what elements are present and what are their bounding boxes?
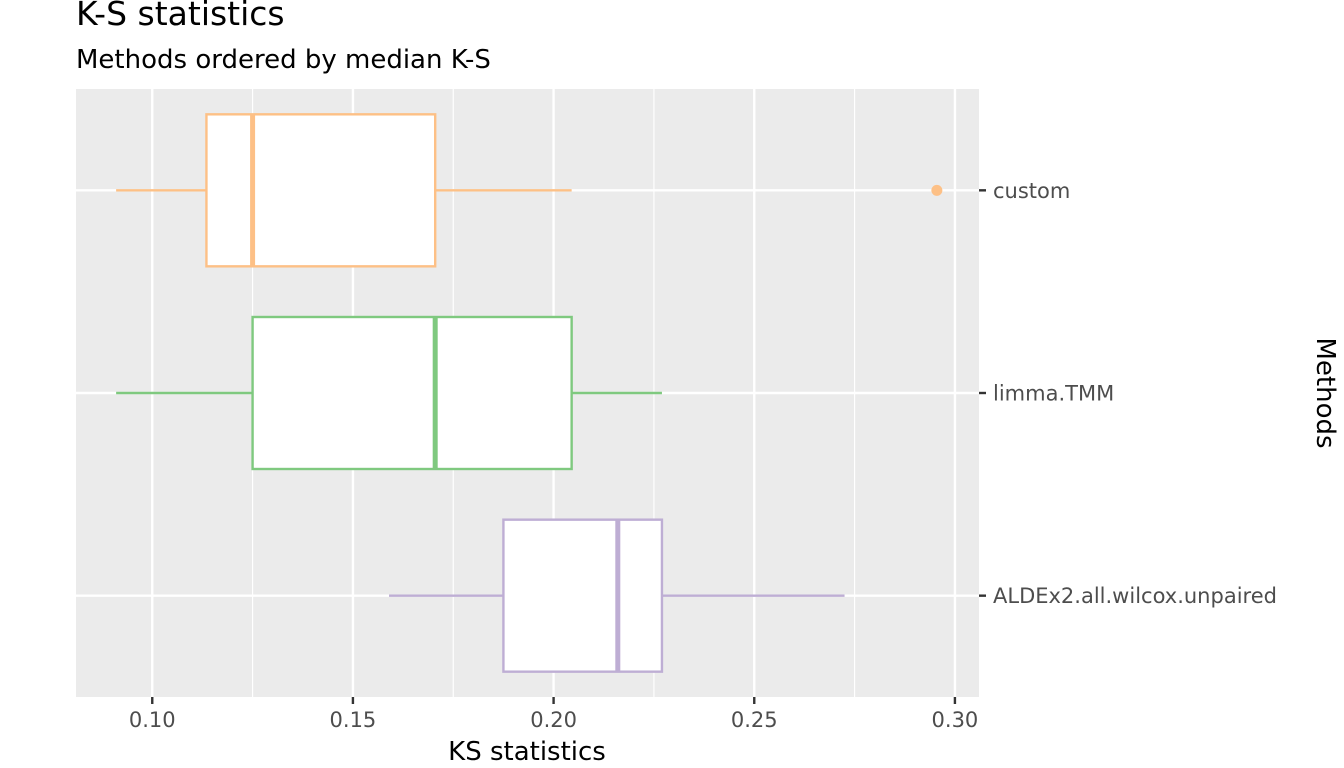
box-body [205,113,437,268]
box-body [251,315,573,471]
axes: 0.10 0.15 0.20 0.25 0.30 custom limma.TMM ALDEx… [129,179,1277,732]
outlier-point [931,184,943,196]
x-tick-label: 0.30 [932,708,979,732]
x-tick-label: 0.10 [129,708,176,732]
y-tick-label: limma.TMM [993,382,1114,406]
x-tick-label: 0.20 [530,708,577,732]
x-axis-title: KS statistics [448,737,606,767]
x-tick-label: 0.25 [731,708,778,732]
box-limma.TMM [116,315,662,471]
y-axis-title: Methods [1310,337,1340,448]
chart-subtitle: Methods ordered by median K-S [76,45,491,75]
box-body [502,518,664,673]
boxes [116,113,943,673]
x-tick-label: 0.15 [330,708,377,732]
chart-title: K-S statistics [76,0,285,33]
box-ALDEx2.all.wilcox.unpaired [389,518,845,673]
box-custom [116,113,943,268]
y-tick-label: ALDEx2.all.wilcox.unpaired [993,584,1277,608]
y-tick-label: custom [993,179,1070,203]
